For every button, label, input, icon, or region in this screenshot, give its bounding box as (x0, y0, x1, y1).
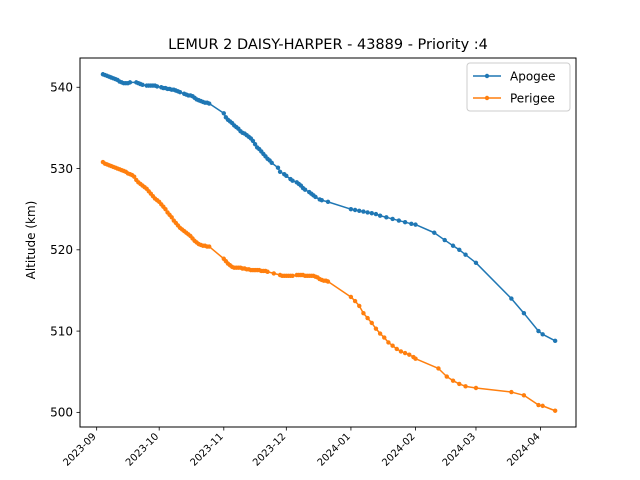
chart-title: LEMUR 2 DAISY-HARPER - 43889 - Priority … (168, 37, 488, 53)
perigee-point (413, 356, 418, 361)
perigee-point (348, 294, 354, 300)
apogee-point (552, 338, 558, 344)
perigee-point (361, 311, 366, 316)
apogee-point (313, 194, 318, 200)
legend: Apogee Perigee (466, 62, 571, 112)
perigee-point (163, 206, 168, 212)
apogee-point (450, 243, 456, 248)
apogee-point (154, 84, 160, 89)
perigee-point (457, 381, 462, 387)
apogee-point (463, 252, 468, 257)
axes-frame (79, 57, 577, 428)
legend-marker-perigee (484, 95, 490, 101)
perigee-point (407, 352, 412, 357)
apogee-point (442, 237, 447, 243)
apogee-point (352, 207, 358, 213)
perigee-point (473, 385, 479, 391)
perigee-point (382, 335, 387, 340)
apogee-point (319, 198, 324, 203)
apogee-point (127, 80, 133, 85)
perigee-point (509, 389, 514, 395)
apogee-point (221, 111, 226, 116)
perigee-point (552, 408, 558, 413)
apogee-point (302, 187, 308, 192)
apogee-point (396, 218, 402, 223)
perigee-point (365, 315, 370, 321)
perigee-point (540, 403, 545, 409)
perigee-point (536, 402, 541, 408)
apogee-point (269, 160, 274, 166)
apogee-point (361, 209, 366, 214)
apogee-point (390, 216, 395, 222)
apogee-point (432, 230, 437, 235)
perigee-point (352, 298, 358, 304)
apogee-point (357, 208, 362, 213)
perigee-point (369, 320, 374, 326)
apogee-point (250, 138, 256, 144)
y-axis-label: Altitude (km) (24, 201, 38, 280)
y-tick-label: 530 (50, 162, 73, 176)
apogee-point (536, 328, 541, 334)
apogee-point (252, 141, 258, 147)
legend-box (466, 62, 571, 112)
apogee-point (402, 219, 408, 225)
perigee-point (390, 343, 395, 348)
apogee-point (290, 178, 295, 183)
apogee-point (521, 311, 527, 316)
perigee-point (131, 174, 137, 179)
perigee-point (444, 374, 449, 379)
apogee-point (473, 260, 479, 266)
series-apogee (100, 72, 558, 344)
apogee-point (409, 221, 414, 227)
apogee-point (384, 215, 389, 220)
apogee-point (540, 332, 545, 337)
apogee-point (369, 211, 374, 216)
perigee-point (169, 215, 174, 220)
y-tick-label: 520 (50, 243, 73, 257)
perigee-point (290, 273, 295, 279)
apogee-point (284, 173, 289, 179)
apogee-point (177, 89, 183, 95)
y-tick-label: 540 (50, 81, 73, 95)
legend-label-perigee: Perigee (510, 91, 555, 105)
perigee-point (463, 384, 468, 389)
legend-marker-apogee (484, 73, 490, 79)
perigee-point (521, 393, 527, 398)
apogee-point (373, 211, 379, 217)
perigee-point (265, 269, 270, 274)
perigee-point (207, 244, 212, 249)
apogee-point (275, 165, 281, 170)
perigee-point (271, 271, 277, 276)
perigee-point (436, 366, 441, 371)
apogee-point (277, 169, 283, 174)
apogee-point (365, 210, 370, 215)
apogee-point (457, 247, 462, 253)
legend-label-apogee: Apogee (510, 69, 556, 83)
perigee-point (402, 350, 408, 356)
y-tick-label: 510 (50, 324, 73, 338)
y-tick-label: 500 (50, 406, 73, 420)
perigee-point (357, 303, 362, 309)
perigee-point (394, 346, 399, 352)
apogee-point (348, 206, 354, 212)
perigee-point (373, 326, 379, 331)
apogee-point (413, 222, 418, 227)
apogee-point (377, 213, 383, 218)
apogee-point (207, 101, 212, 106)
apogee-point (509, 296, 514, 301)
perigee-point (325, 279, 331, 284)
perigee-point (450, 378, 456, 383)
apogee-point (140, 82, 145, 88)
series-perigee (100, 159, 558, 413)
perigee-point (386, 340, 391, 345)
perigee-point (377, 331, 383, 336)
perigee-point (398, 349, 404, 354)
apogee-point (325, 199, 331, 205)
